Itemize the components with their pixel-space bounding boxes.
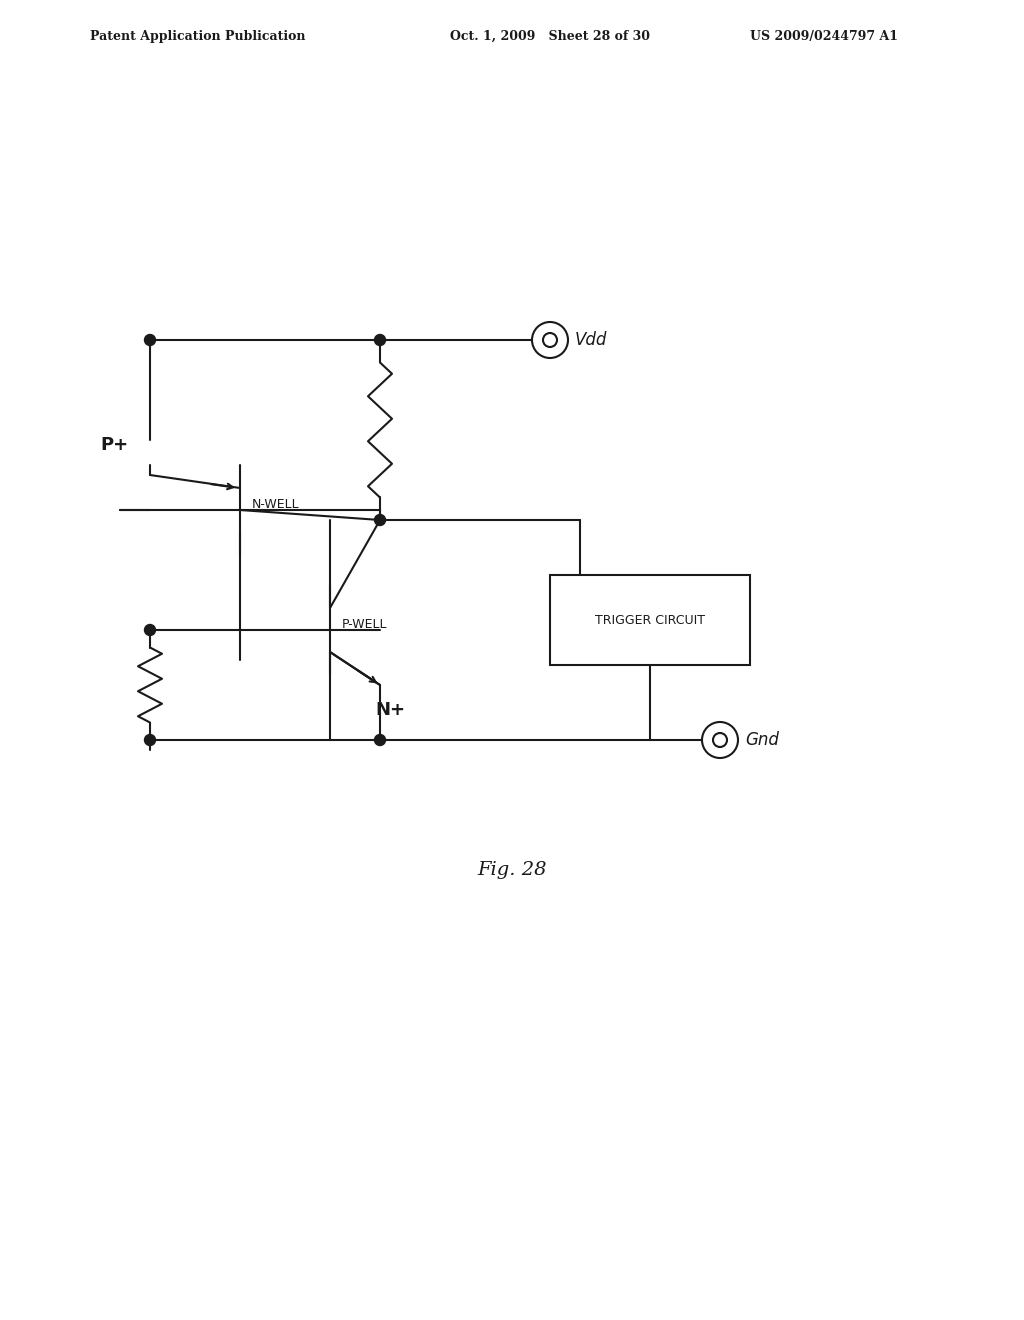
Circle shape	[144, 334, 156, 346]
Text: Fig. 28: Fig. 28	[477, 861, 547, 879]
Text: Patent Application Publication: Patent Application Publication	[90, 30, 305, 44]
Text: N+: N+	[375, 701, 406, 719]
Text: Oct. 1, 2009   Sheet 28 of 30: Oct. 1, 2009 Sheet 28 of 30	[450, 30, 650, 44]
Circle shape	[375, 734, 385, 746]
Circle shape	[375, 515, 385, 525]
Circle shape	[375, 334, 385, 346]
Text: Vdd: Vdd	[575, 331, 607, 348]
Text: N-WELL: N-WELL	[252, 499, 300, 511]
FancyBboxPatch shape	[550, 576, 750, 665]
Circle shape	[144, 734, 156, 746]
Text: TRIGGER CIRCUIT: TRIGGER CIRCUIT	[595, 614, 705, 627]
Text: Gnd: Gnd	[745, 731, 779, 748]
Text: P+: P+	[100, 436, 128, 454]
Circle shape	[144, 624, 156, 635]
Text: P-WELL: P-WELL	[342, 619, 387, 631]
Text: US 2009/0244797 A1: US 2009/0244797 A1	[750, 30, 898, 44]
